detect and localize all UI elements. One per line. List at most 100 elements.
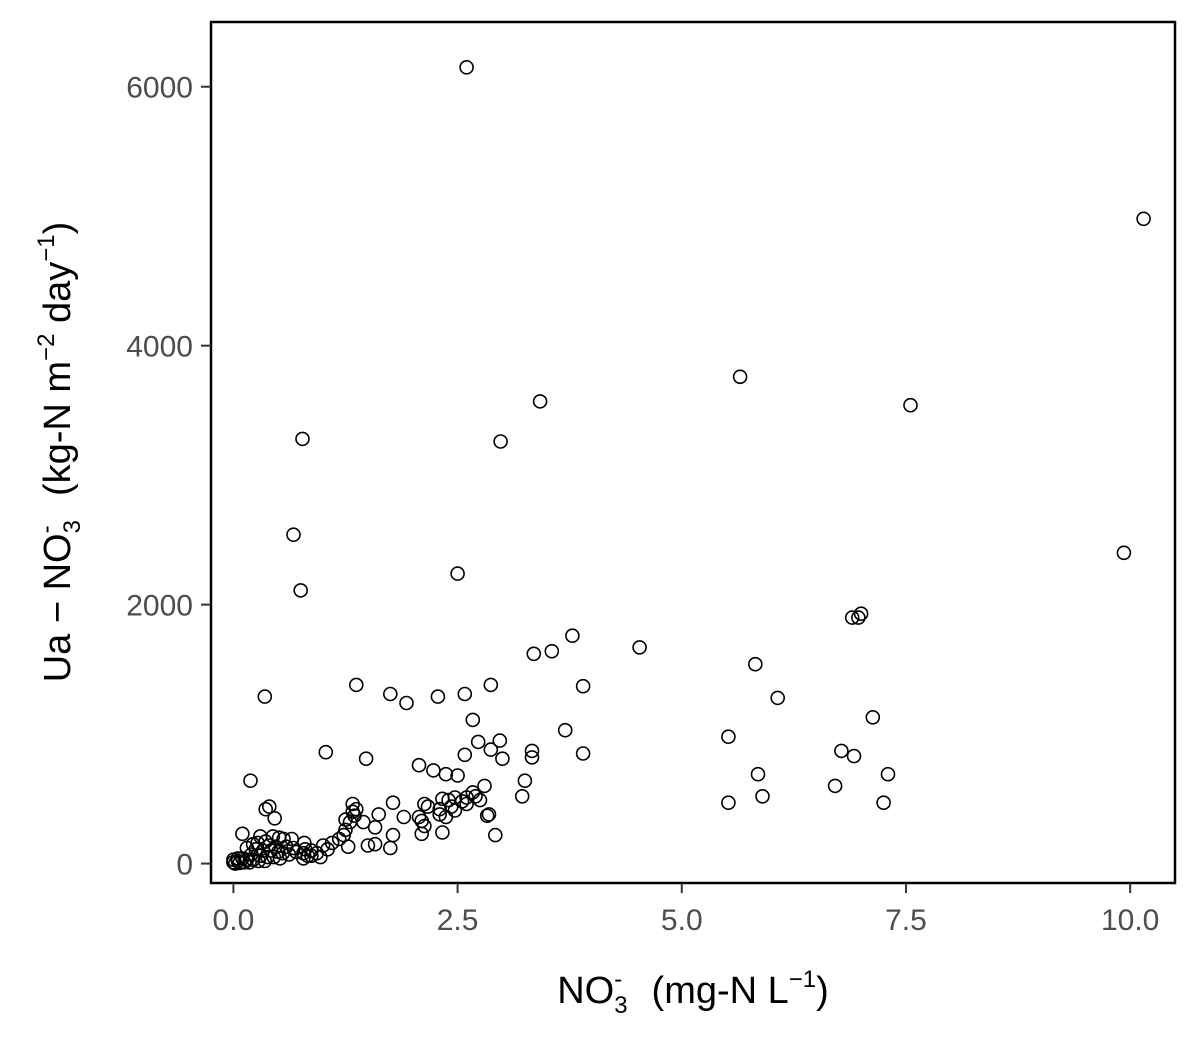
data-point bbox=[340, 839, 356, 855]
points-layer bbox=[226, 60, 1151, 871]
data-point bbox=[495, 751, 510, 767]
data-point bbox=[557, 722, 573, 738]
y-tick-label: 4000 bbox=[126, 331, 193, 364]
data-point bbox=[732, 369, 748, 385]
data-point bbox=[492, 733, 508, 748]
data-point bbox=[721, 729, 736, 745]
data-point bbox=[846, 748, 862, 764]
data-point bbox=[261, 799, 277, 814]
data-point bbox=[293, 583, 309, 598]
data-point bbox=[304, 848, 319, 864]
data-point bbox=[411, 757, 427, 773]
data-point bbox=[827, 778, 843, 794]
data-point bbox=[532, 394, 548, 409]
data-point bbox=[382, 686, 398, 702]
data-point bbox=[1136, 211, 1151, 227]
data-point bbox=[747, 656, 763, 672]
data-point bbox=[257, 689, 273, 704]
data-point bbox=[851, 610, 866, 625]
data-point bbox=[399, 695, 414, 711]
data-point bbox=[266, 849, 282, 865]
data-point bbox=[457, 686, 473, 702]
data-point bbox=[430, 689, 446, 704]
data-point bbox=[358, 751, 374, 767]
data-point bbox=[472, 792, 488, 808]
data-point bbox=[481, 807, 497, 822]
data-point bbox=[450, 566, 465, 581]
data-point bbox=[258, 801, 274, 817]
data-point bbox=[251, 853, 266, 869]
y-tick-label: 2000 bbox=[126, 590, 193, 623]
data-point bbox=[267, 810, 283, 826]
data-point bbox=[385, 795, 401, 811]
data-point bbox=[417, 796, 432, 812]
data-point bbox=[438, 809, 454, 825]
data-point bbox=[880, 766, 896, 782]
data-point bbox=[876, 795, 891, 811]
data-point bbox=[348, 801, 364, 817]
data-point bbox=[235, 826, 250, 842]
data-point bbox=[524, 743, 540, 759]
x-tick-label: 0.0 bbox=[213, 904, 255, 937]
data-point bbox=[770, 690, 786, 706]
data-point bbox=[438, 766, 454, 782]
data-point bbox=[331, 831, 347, 847]
data-point bbox=[257, 853, 273, 869]
data-point bbox=[396, 809, 412, 825]
data-point bbox=[903, 397, 918, 413]
data-point bbox=[544, 643, 560, 659]
data-point bbox=[468, 788, 483, 804]
data-point bbox=[755, 788, 770, 804]
data-point bbox=[360, 838, 376, 853]
data-point bbox=[281, 847, 297, 862]
data-point bbox=[575, 746, 591, 761]
data-point bbox=[313, 849, 328, 865]
data-point bbox=[483, 677, 499, 693]
data-point bbox=[721, 795, 736, 811]
x-axis-title: NO-3 (mg-N L−1) bbox=[557, 966, 829, 1019]
data-point bbox=[295, 431, 310, 447]
data-point bbox=[382, 840, 398, 856]
data-point bbox=[632, 640, 647, 655]
data-point bbox=[470, 734, 486, 750]
data-point bbox=[435, 791, 450, 807]
data-point bbox=[417, 818, 432, 834]
data-point bbox=[459, 790, 474, 805]
data-point bbox=[348, 677, 364, 693]
data-point bbox=[265, 829, 281, 844]
data-point bbox=[514, 788, 530, 804]
data-point bbox=[459, 796, 474, 812]
data-point bbox=[414, 826, 430, 842]
data-point bbox=[230, 851, 246, 866]
data-point bbox=[367, 836, 383, 852]
data-point bbox=[356, 814, 371, 830]
data-point bbox=[276, 831, 291, 847]
data-point bbox=[457, 747, 473, 763]
y-tick-label: 0 bbox=[176, 849, 193, 882]
data-point bbox=[750, 766, 766, 782]
data-point bbox=[465, 712, 481, 728]
y-axis-title: Ua − NO-3(kg-N m−2 day−1) bbox=[33, 222, 86, 683]
data-point bbox=[432, 807, 448, 822]
data-point bbox=[1116, 545, 1132, 561]
panel-border bbox=[209, 20, 1177, 885]
data-point bbox=[517, 773, 533, 789]
data-point bbox=[272, 851, 288, 866]
data-point bbox=[450, 768, 465, 783]
data-point bbox=[565, 628, 580, 644]
data-point bbox=[286, 527, 301, 543]
data-point bbox=[318, 744, 334, 760]
data-point bbox=[243, 773, 258, 789]
x-tick-label: 2.5 bbox=[437, 904, 479, 937]
data-point bbox=[844, 610, 860, 625]
data-point bbox=[435, 825, 450, 840]
x-tick-label: 5.0 bbox=[661, 904, 703, 937]
data-point bbox=[493, 434, 508, 449]
y-axis-ticks: 0 2000 4000 6000 bbox=[126, 72, 211, 882]
data-point bbox=[477, 778, 492, 794]
data-point bbox=[834, 743, 849, 759]
data-point bbox=[853, 606, 869, 622]
x-axis-ticks: 0.0 2.5 5.0 7.5 10.0 bbox=[213, 883, 1159, 937]
data-point bbox=[524, 750, 540, 765]
